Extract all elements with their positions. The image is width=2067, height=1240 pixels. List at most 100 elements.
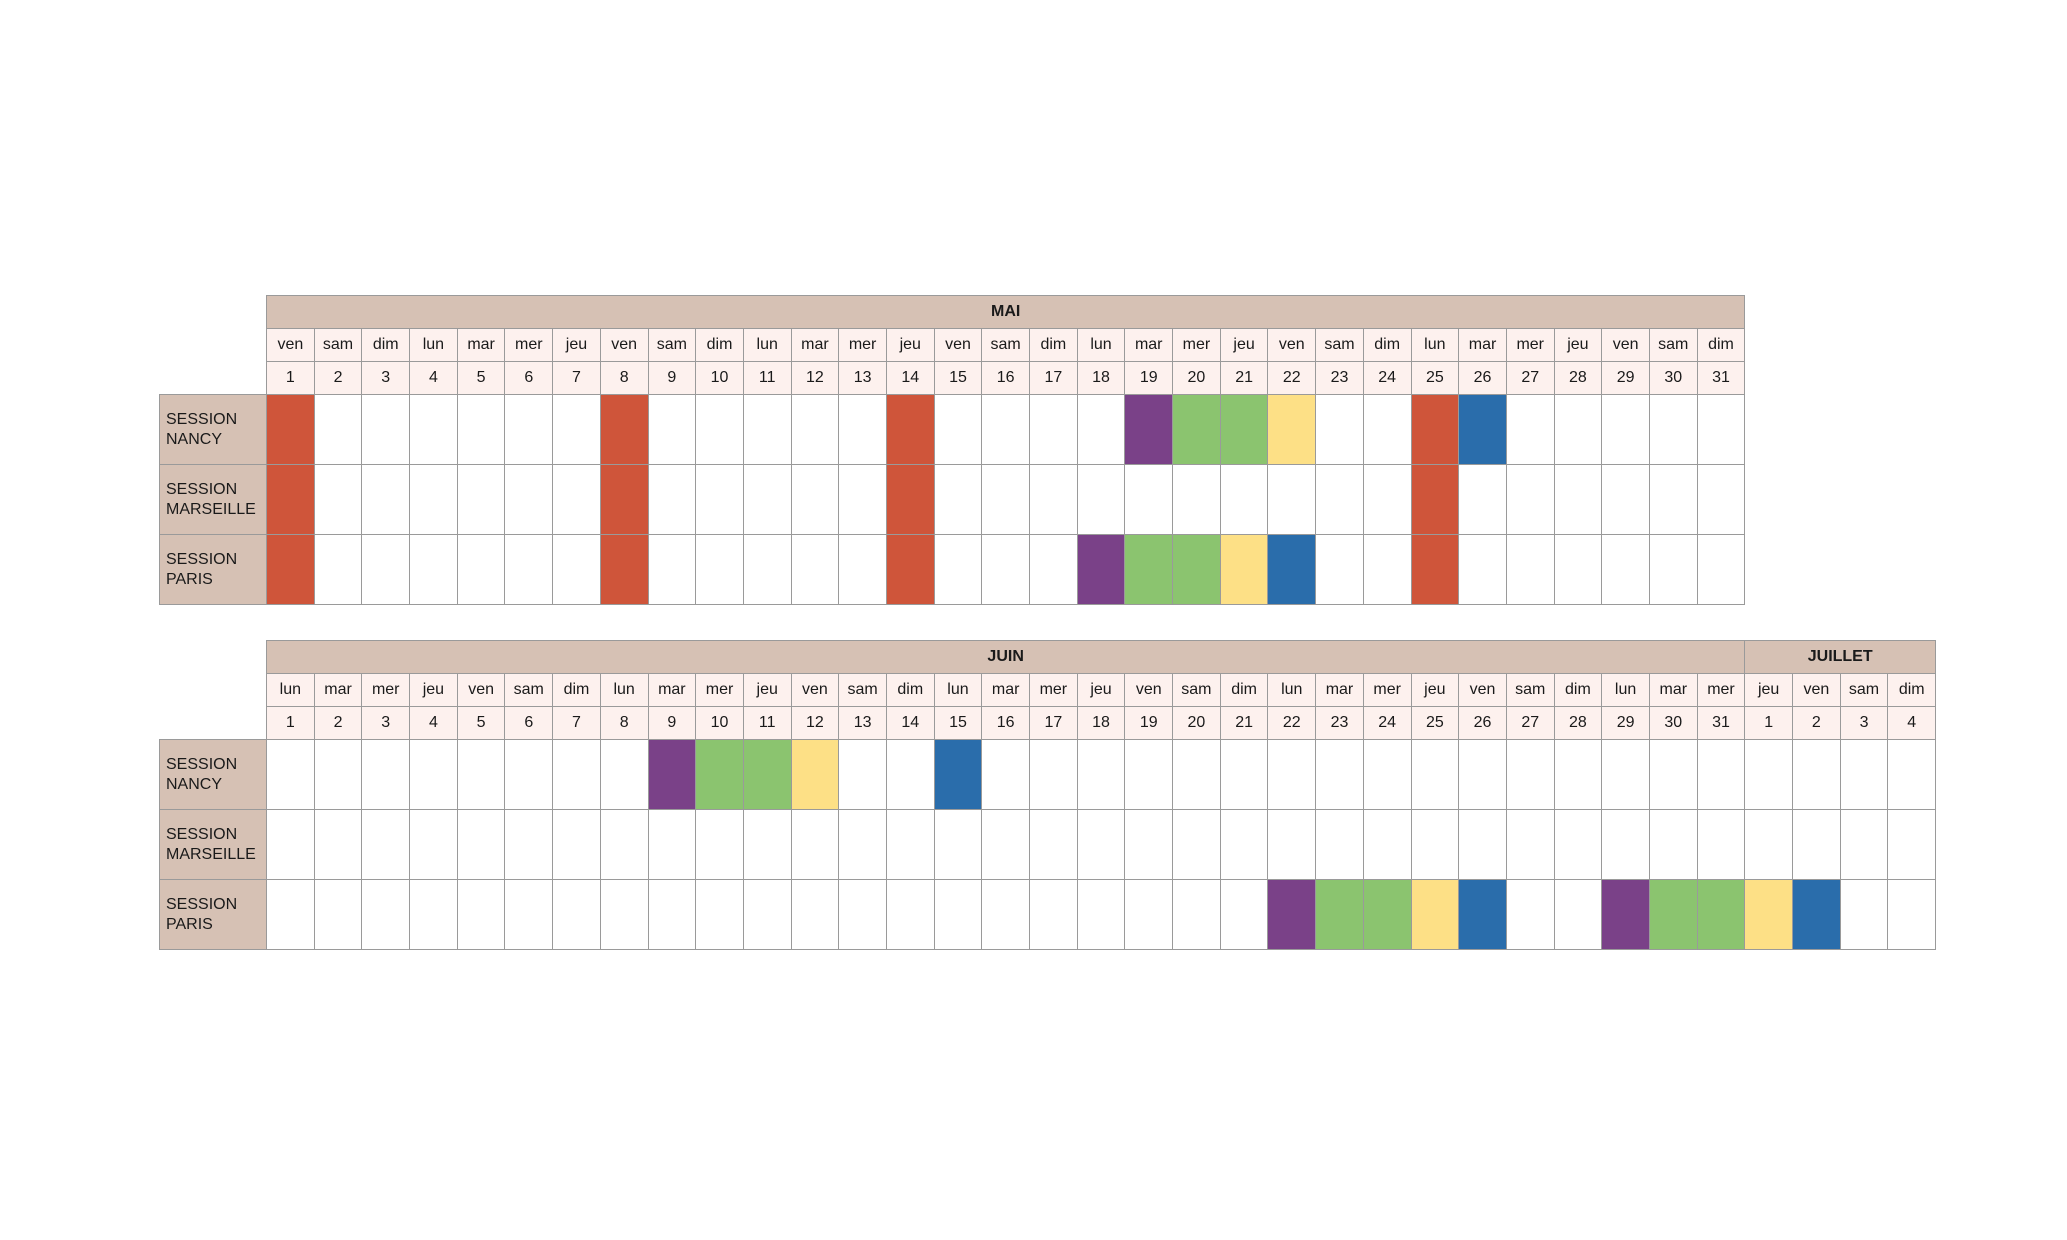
- weekday-cell: ven: [1458, 673, 1507, 707]
- session-label-line: SESSION: [166, 410, 238, 428]
- day-number-cell: 17: [1029, 361, 1078, 395]
- month-header: MAI: [265, 295, 1746, 329]
- day-number-cell: 26: [1458, 361, 1507, 395]
- session-day-empty: [456, 464, 506, 535]
- session-label-line: PARIS: [166, 570, 213, 588]
- session-day-empty: [981, 739, 1030, 810]
- day-number-cell: 8: [599, 361, 649, 395]
- session-day-empty: [1792, 739, 1841, 810]
- session-day-green: [1172, 534, 1221, 605]
- weekday-cell: mer: [838, 328, 887, 362]
- session-day-empty: [599, 809, 649, 880]
- session-day-empty: [552, 394, 601, 465]
- corner-blank: [160, 362, 267, 395]
- day-number-cell: 24: [1362, 361, 1412, 395]
- session-day-empty: [933, 394, 983, 465]
- session-row: SESSION MARSEILLE: [159, 464, 1746, 535]
- weekday-cell: jeu: [552, 328, 601, 362]
- session-day-empty: [981, 809, 1030, 880]
- weekday-cell: jeu: [1553, 328, 1603, 362]
- session-day-purple: [647, 739, 697, 810]
- day-number-cell: 4: [1887, 706, 1937, 740]
- session-day-empty: [838, 739, 887, 810]
- session-label: SESSION NANCY: [159, 739, 267, 810]
- day-number-cell: 3: [1839, 706, 1889, 740]
- session-day-empty: [885, 879, 935, 950]
- day-number-cell: 11: [742, 361, 792, 395]
- session-label-line: SESSION: [166, 825, 238, 843]
- session-day-empty: [838, 464, 887, 535]
- weekday-cell: mer: [1696, 673, 1746, 707]
- session-day-empty: [1505, 394, 1555, 465]
- session-day-empty: [1696, 464, 1746, 535]
- session-day-empty: [1267, 464, 1317, 535]
- session-day-empty: [1172, 879, 1221, 950]
- day-number-cell: 29: [1601, 706, 1650, 740]
- session-day-empty: [1124, 739, 1174, 810]
- day-number-cell: 23: [1315, 361, 1364, 395]
- weekday-cell: dim: [1887, 673, 1937, 707]
- session-day-empty: [409, 534, 458, 605]
- day-number-cell: 20: [1172, 361, 1221, 395]
- session-day-empty: [504, 394, 554, 465]
- session-label-line: SESSION: [166, 550, 238, 568]
- session-day-empty: [1553, 739, 1603, 810]
- session-day-empty: [1029, 534, 1078, 605]
- session-day-empty: [647, 809, 697, 880]
- session-day-empty: [552, 809, 601, 880]
- session-day-empty: [552, 534, 601, 605]
- day-number-cell: 30: [1648, 706, 1698, 740]
- session-day-empty: [1219, 809, 1269, 880]
- session-day-empty: [1362, 739, 1412, 810]
- session-day-empty: [790, 879, 840, 950]
- session-day-empty: [266, 879, 315, 950]
- session-day-empty: [456, 809, 506, 880]
- session-day-empty: [1124, 464, 1174, 535]
- session-day-empty: [552, 879, 601, 950]
- session-day-empty: [1172, 739, 1221, 810]
- session-day-empty: [266, 739, 315, 810]
- session-label-line: SESSION: [166, 755, 238, 773]
- session-day-empty: [1124, 879, 1174, 950]
- weekday-cell: sam: [1315, 328, 1364, 362]
- session-day-empty: [313, 879, 363, 950]
- session-day-red: [599, 534, 649, 605]
- session-day-purple: [1124, 394, 1174, 465]
- session-day-empty: [552, 739, 601, 810]
- day-number-cell: 31: [1696, 361, 1746, 395]
- weekday-cell: mar: [1124, 328, 1174, 362]
- session-day-empty: [1410, 739, 1460, 810]
- day-number-cell: 2: [1792, 706, 1841, 740]
- day-number-cell: 8: [599, 706, 649, 740]
- session-label-line: MARSEILLE: [166, 500, 256, 518]
- month-header-row: MAI: [160, 295, 1746, 329]
- session-day-empty: [313, 464, 363, 535]
- session-day-empty: [790, 809, 840, 880]
- session-label-line: PARIS: [166, 915, 213, 933]
- session-day-empty: [1029, 739, 1078, 810]
- day-number-cell: 6: [504, 706, 554, 740]
- session-day-empty: [742, 879, 792, 950]
- day-number-cell: 25: [1410, 361, 1460, 395]
- session-day-empty: [599, 879, 649, 950]
- session-day-empty: [313, 534, 363, 605]
- session-day-red: [885, 394, 935, 465]
- session-day-empty: [1553, 879, 1603, 950]
- session-day-empty: [1362, 809, 1412, 880]
- session-day-empty: [1076, 394, 1126, 465]
- day-number-cell: 29: [1601, 361, 1650, 395]
- session-day-empty: [313, 809, 363, 880]
- session-row: SESSION NANCY: [159, 739, 1937, 810]
- day-number-cell: 3: [361, 361, 411, 395]
- weekday-cell: lun: [409, 328, 458, 362]
- session-day-empty: [504, 739, 554, 810]
- day-number-cell: 19: [1124, 361, 1174, 395]
- session-day-empty: [1219, 464, 1269, 535]
- weekday-cell: mar: [1315, 673, 1364, 707]
- month-header: JUILLET: [1744, 640, 1937, 674]
- day-number-cell: 23: [1315, 706, 1364, 740]
- corner-blank: [160, 641, 267, 674]
- corner-blank: [160, 296, 267, 329]
- day-number-cell: 5: [456, 706, 506, 740]
- session-day-purple: [1267, 879, 1317, 950]
